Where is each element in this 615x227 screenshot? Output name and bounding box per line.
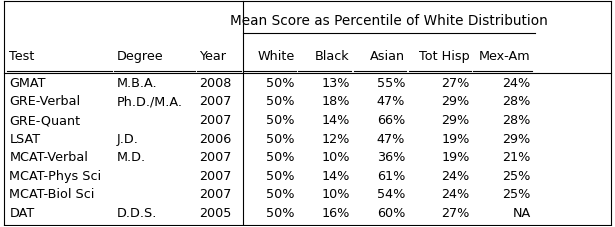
Text: 50%: 50% <box>266 114 295 126</box>
Text: 50%: 50% <box>266 206 295 219</box>
Text: DAT: DAT <box>9 206 34 219</box>
Text: 27%: 27% <box>441 206 469 219</box>
Text: 2006: 2006 <box>199 132 232 145</box>
Text: 29%: 29% <box>441 95 469 108</box>
Text: 29%: 29% <box>502 132 531 145</box>
Text: 12%: 12% <box>322 132 350 145</box>
Text: 27%: 27% <box>441 76 469 89</box>
Text: 29%: 29% <box>441 114 469 126</box>
Text: 66%: 66% <box>377 114 405 126</box>
Text: 2008: 2008 <box>199 76 232 89</box>
Text: Tot Hisp: Tot Hisp <box>419 49 469 62</box>
Text: 60%: 60% <box>377 206 405 219</box>
Text: M.D.: M.D. <box>117 151 146 163</box>
Text: MCAT-Verbal: MCAT-Verbal <box>9 151 88 163</box>
Text: 24%: 24% <box>502 76 531 89</box>
Text: 14%: 14% <box>322 169 350 182</box>
Text: Degree: Degree <box>117 49 164 62</box>
Text: 50%: 50% <box>266 132 295 145</box>
Text: 14%: 14% <box>322 114 350 126</box>
Text: GMAT: GMAT <box>9 76 46 89</box>
Text: 24%: 24% <box>441 188 469 200</box>
Text: J.D.: J.D. <box>117 132 138 145</box>
Text: 25%: 25% <box>502 188 531 200</box>
Text: 50%: 50% <box>266 76 295 89</box>
Text: GRE-Verbal: GRE-Verbal <box>9 95 81 108</box>
Text: 18%: 18% <box>322 95 350 108</box>
Text: 19%: 19% <box>441 132 469 145</box>
Text: GRE-Quant: GRE-Quant <box>9 114 81 126</box>
Text: 2007: 2007 <box>199 188 232 200</box>
Text: 47%: 47% <box>377 95 405 108</box>
Text: Year: Year <box>199 49 226 62</box>
Text: LSAT: LSAT <box>9 132 41 145</box>
Text: 50%: 50% <box>266 151 295 163</box>
Text: Black: Black <box>315 49 350 62</box>
Text: Asian: Asian <box>370 49 405 62</box>
Text: 2007: 2007 <box>199 169 232 182</box>
Text: 2007: 2007 <box>199 114 232 126</box>
Text: 54%: 54% <box>377 188 405 200</box>
Text: 2007: 2007 <box>199 95 232 108</box>
Text: 50%: 50% <box>266 169 295 182</box>
Text: Test: Test <box>9 49 34 62</box>
Text: MCAT-Biol Sci: MCAT-Biol Sci <box>9 188 95 200</box>
Text: 47%: 47% <box>377 132 405 145</box>
Text: NA: NA <box>513 206 531 219</box>
Text: 10%: 10% <box>322 151 350 163</box>
Text: 55%: 55% <box>376 76 405 89</box>
Text: Mex-Am: Mex-Am <box>479 49 531 62</box>
Text: 10%: 10% <box>322 188 350 200</box>
Text: 2007: 2007 <box>199 151 232 163</box>
Text: 13%: 13% <box>322 76 350 89</box>
Text: 28%: 28% <box>502 95 531 108</box>
Text: 50%: 50% <box>266 95 295 108</box>
Text: 28%: 28% <box>502 114 531 126</box>
Text: 19%: 19% <box>441 151 469 163</box>
Text: Mean Score as Percentile of White Distribution: Mean Score as Percentile of White Distri… <box>230 14 548 28</box>
Text: White: White <box>257 49 295 62</box>
Text: 2005: 2005 <box>199 206 232 219</box>
Text: 16%: 16% <box>322 206 350 219</box>
Text: D.D.S.: D.D.S. <box>117 206 157 219</box>
Text: 50%: 50% <box>266 188 295 200</box>
Text: Ph.D./M.A.: Ph.D./M.A. <box>117 95 183 108</box>
Text: 25%: 25% <box>502 169 531 182</box>
Text: M.B.A.: M.B.A. <box>117 76 157 89</box>
Text: 61%: 61% <box>377 169 405 182</box>
Text: 21%: 21% <box>502 151 531 163</box>
Text: 24%: 24% <box>441 169 469 182</box>
Text: 36%: 36% <box>377 151 405 163</box>
Text: MCAT-Phys Sci: MCAT-Phys Sci <box>9 169 101 182</box>
